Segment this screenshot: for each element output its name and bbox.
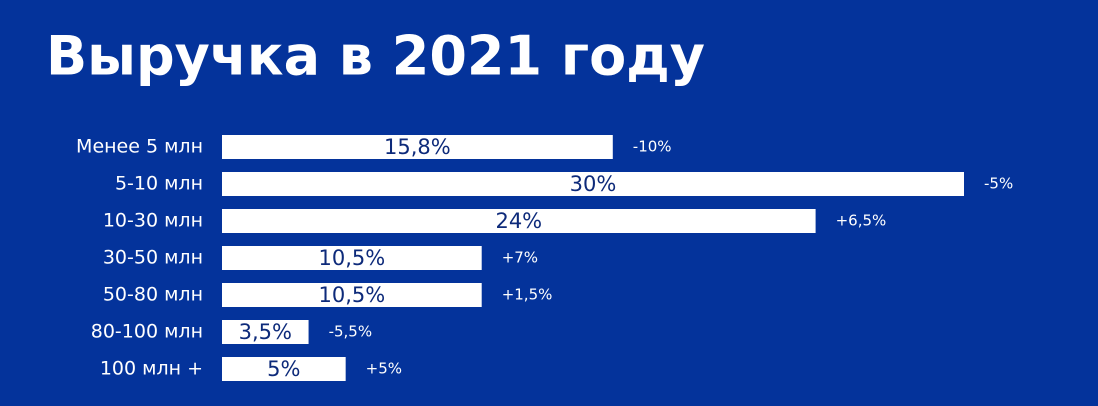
- value-label: 10,5%: [318, 246, 385, 270]
- change-label: +7%: [502, 249, 538, 267]
- change-label: -10%: [633, 138, 672, 156]
- change-label: -5%: [984, 175, 1013, 193]
- category-label: 80-100 млн: [91, 321, 203, 343]
- bar: [222, 135, 613, 159]
- category-label: 10-30 млн: [103, 210, 203, 232]
- value-label: 5%: [267, 357, 300, 381]
- value-label: 24%: [495, 209, 542, 233]
- category-label: 100 млн +: [100, 358, 203, 380]
- bar: [222, 209, 816, 233]
- bar: [222, 172, 964, 196]
- change-label: +5%: [366, 360, 402, 378]
- category-label: 5-10 млн: [115, 173, 203, 195]
- bar: [222, 357, 346, 381]
- change-label: +1,5%: [502, 286, 553, 304]
- category-label: 30-50 млн: [103, 247, 203, 269]
- value-label: 10,5%: [318, 283, 385, 307]
- value-label: 15,8%: [384, 135, 451, 159]
- chart-title: Выручка в 2021 году: [46, 25, 705, 88]
- bar: [222, 283, 482, 307]
- value-label: 3,5%: [239, 320, 292, 344]
- change-label: -5,5%: [329, 323, 373, 341]
- bar: [222, 246, 482, 270]
- category-label: Менее 5 млн: [76, 136, 203, 158]
- change-label: +6,5%: [836, 212, 887, 230]
- bar: [222, 320, 309, 344]
- category-label: 50-80 млн: [103, 284, 203, 306]
- value-label: 30%: [570, 172, 617, 196]
